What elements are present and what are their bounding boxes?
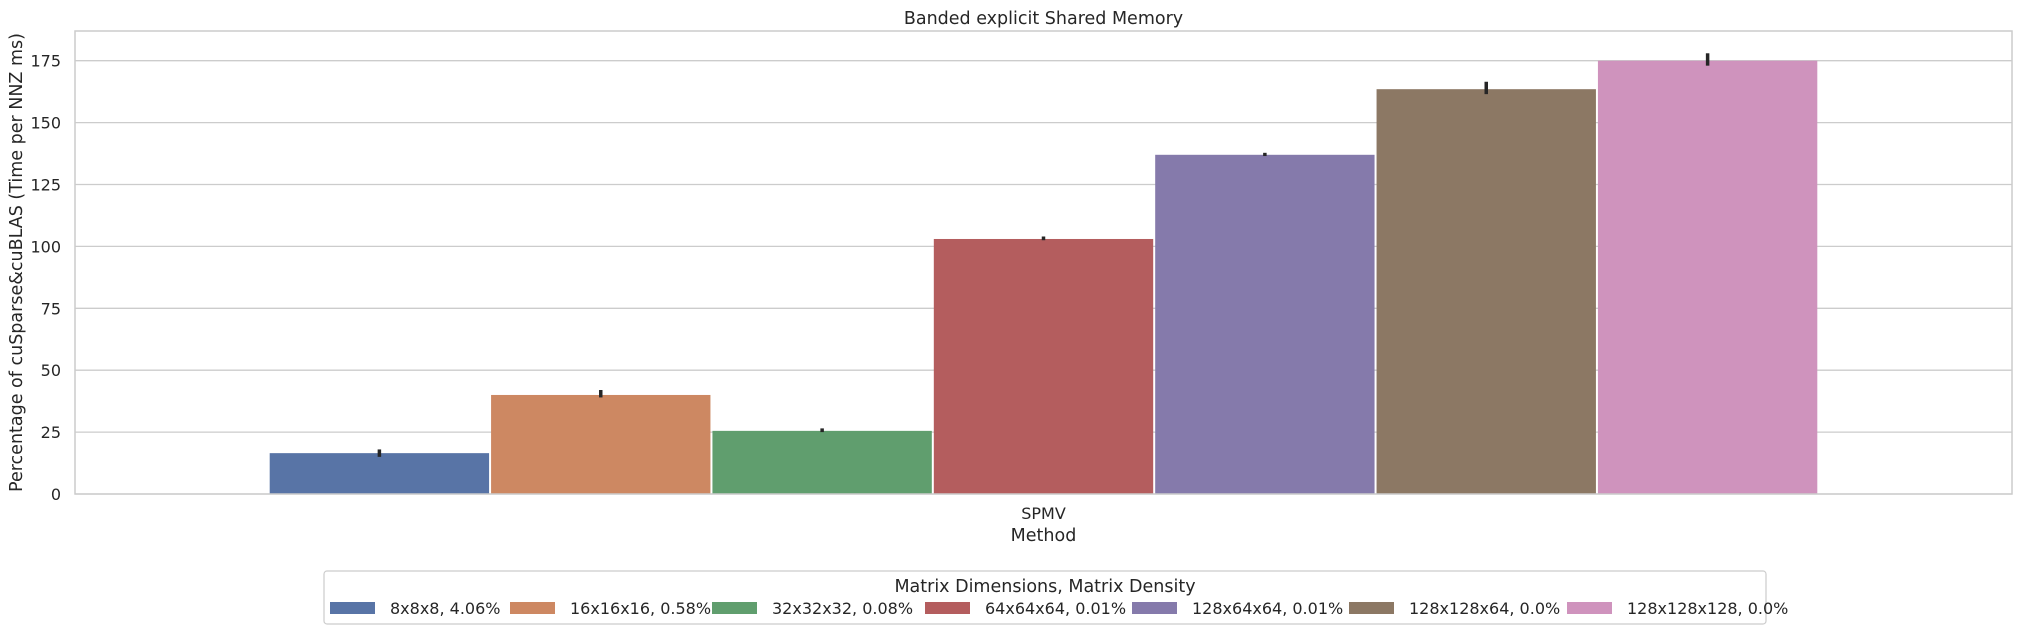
- legend-label: 32x32x32, 0.08%: [772, 599, 913, 618]
- legend: Matrix Dimensions, Matrix Density 8x8x8,…: [323, 570, 1788, 625]
- legend-item: 128x128x64, 0.0%: [1349, 599, 1560, 618]
- bar: [1155, 154, 1375, 494]
- x-axis-ticks: SPMV: [1021, 504, 1066, 523]
- chart-title: Banded explicit Shared Memory: [904, 9, 1183, 29]
- legend-swatch: [925, 602, 970, 614]
- y-tick-label: 75: [41, 299, 61, 318]
- legend-swatch: [1567, 602, 1612, 614]
- bar: [1376, 89, 1596, 494]
- legend-title: Matrix Dimensions, Matrix Density: [894, 577, 1195, 597]
- legend-frame: [323, 570, 1767, 625]
- bar: [269, 453, 490, 494]
- legend-label: 16x16x16, 0.58%: [570, 599, 711, 618]
- bar: [491, 394, 711, 494]
- legend-label: 128x128x128, 0.0%: [1627, 599, 1788, 618]
- legend-swatch: [712, 602, 757, 614]
- legend-swatch: [1349, 602, 1394, 614]
- legend-swatch: [1132, 602, 1177, 614]
- x-tick-label: SPMV: [1021, 504, 1066, 523]
- legend-item: 32x32x32, 0.08%: [712, 599, 913, 618]
- legend-label: 128x64x64, 0.01%: [1192, 599, 1343, 618]
- legend-item: 64x64x64, 0.01%: [925, 599, 1126, 618]
- y-tick-label: 50: [41, 361, 61, 380]
- legend-label: 128x128x64, 0.0%: [1409, 599, 1560, 618]
- error-bars: [377, 53, 1710, 457]
- x-axis-label: Method: [1011, 526, 1077, 546]
- legend-items: 8x8x8, 4.06% 16x16x16, 0.58% 32x32x32, 0.0…: [330, 599, 1788, 618]
- bars: [269, 60, 1818, 494]
- bar: [933, 238, 1154, 494]
- bar: [1597, 60, 1818, 494]
- legend-label: 8x8x8, 4.06%: [390, 599, 500, 618]
- plot-area-frame: [74, 30, 2013, 495]
- legend-swatch: [510, 602, 555, 614]
- legend-label: 64x64x64, 0.01%: [985, 599, 1126, 618]
- legend-item: 128x128x128, 0.0%: [1567, 599, 1788, 618]
- y-tick-label: 175: [30, 52, 61, 71]
- y-axis-label: Percentage of cuSparse&cuBLAS (Time per …: [7, 33, 27, 492]
- y-tick-label: 25: [41, 423, 61, 442]
- y-tick-label: 0: [51, 485, 61, 504]
- bar: [712, 430, 932, 494]
- y-tick-label: 150: [30, 114, 61, 133]
- y-tick-label: 100: [30, 237, 61, 256]
- legend-item: 128x64x64, 0.01%: [1132, 599, 1343, 618]
- y-axis-ticks: 0 25 50 75 100 125 150 175: [30, 52, 61, 504]
- legend-item: 8x8x8, 4.06%: [330, 599, 500, 618]
- y-tick-label: 125: [30, 176, 61, 195]
- legend-item: 16x16x16, 0.58%: [510, 599, 711, 618]
- legend-swatch: [330, 602, 375, 614]
